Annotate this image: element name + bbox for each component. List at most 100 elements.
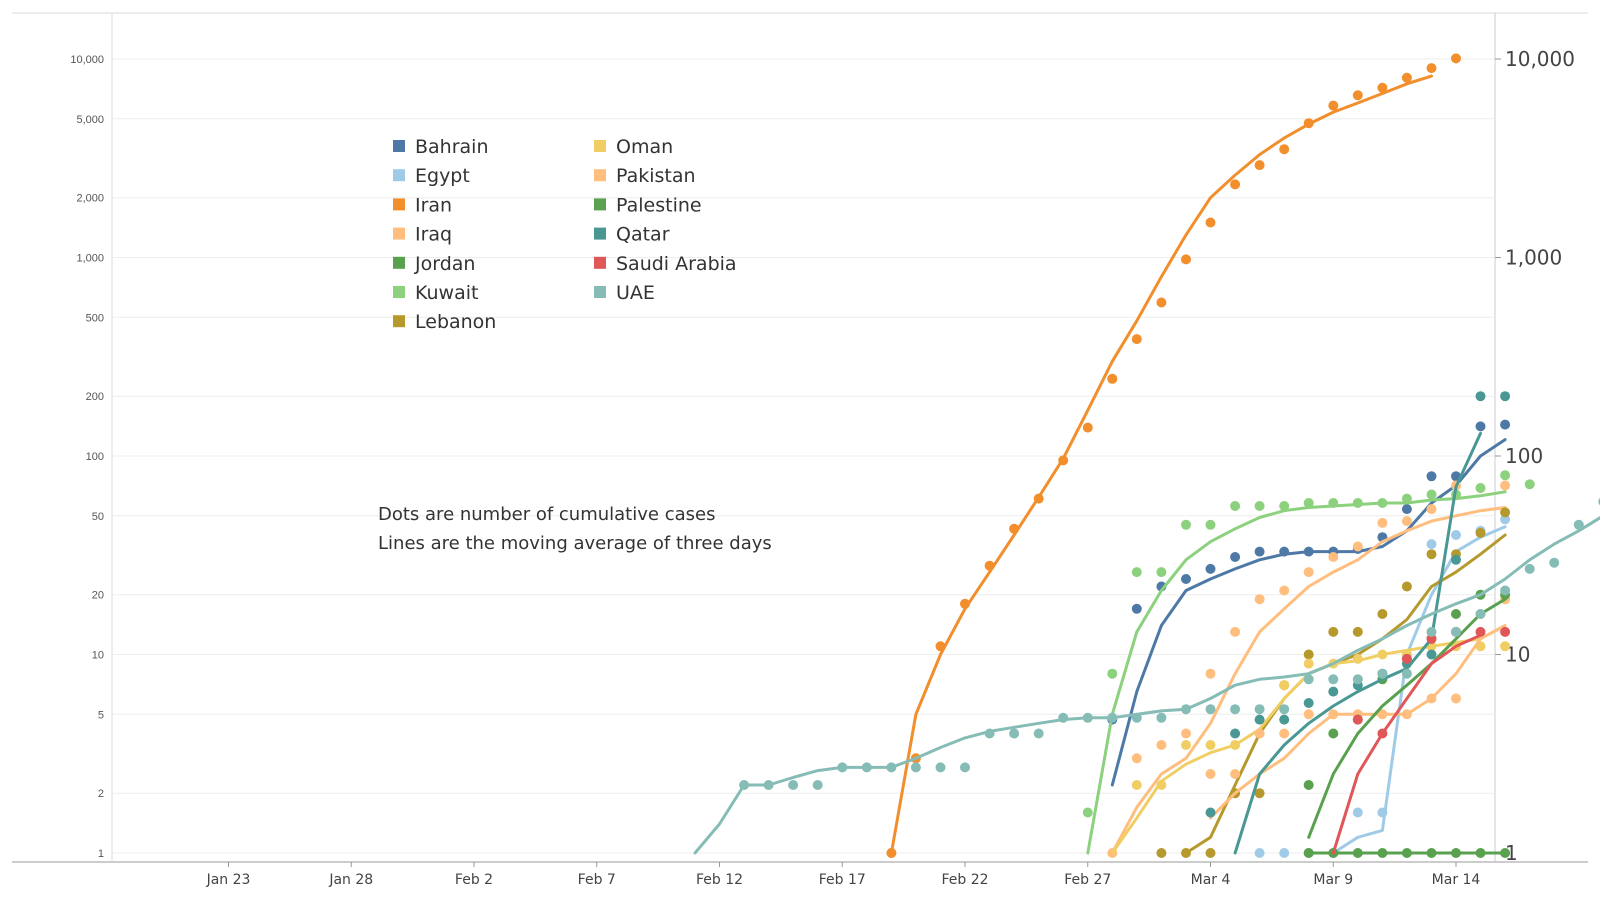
data-point [1205,807,1216,818]
data-point [1426,63,1437,74]
data-point [1156,297,1167,308]
data-point [1573,519,1584,530]
data-point [1131,753,1142,764]
data-point [763,780,774,790]
data-point [1033,493,1044,504]
moving-average-line [1307,597,1507,839]
y-right-tick-label: 1 [1505,841,1518,865]
data-point [1328,674,1339,685]
data-point [1131,334,1142,345]
data-point [1475,527,1486,538]
data-point [1401,504,1412,515]
data-point [1230,552,1241,562]
x-tick-label: Feb 17 [819,872,866,888]
data-point [1156,567,1167,578]
data-point [1230,728,1241,739]
legend-label: Kuwait [415,282,478,304]
data-point [1475,391,1486,402]
series-iran [886,53,1461,858]
data-point [1401,493,1412,504]
data-point [1181,848,1191,858]
data-point [1401,653,1412,664]
data-point [1500,626,1511,637]
data-point [910,762,921,773]
legend-swatch [393,286,405,298]
legend-label: Jordan [414,253,475,275]
data-point [1181,704,1191,715]
data-point [1279,704,1290,715]
data-point [1107,373,1118,384]
data-point [1328,100,1339,111]
legend-label: Palestine [616,194,702,216]
data-point [1451,554,1461,565]
data-point [1401,709,1412,720]
data-point [1033,728,1044,739]
data-point [812,780,823,790]
legend-swatch [393,140,405,152]
data-point [1279,501,1290,511]
data-point [1254,788,1265,799]
data-point [1254,160,1265,171]
data-point [1426,549,1437,560]
data-point [788,780,799,790]
legend-swatch [393,198,405,211]
data-point [1352,653,1363,664]
data-point [960,762,970,773]
data-point [1205,563,1216,574]
data-point [1401,848,1412,858]
data-point [1279,848,1290,858]
data-point [1451,848,1461,858]
data-point [1254,848,1265,858]
data-point [1500,419,1511,430]
series-uae [693,497,1600,855]
data-point [1426,649,1437,660]
data-point [1156,848,1167,858]
data-point [1303,848,1314,858]
data-point [1303,780,1314,790]
data-point [837,762,848,773]
data-point [1377,517,1388,528]
data-point [1426,504,1437,515]
data-point [1156,780,1167,790]
y-left-tick-label: 5,000 [76,114,104,126]
x-tick-label: Mar 14 [1432,872,1481,888]
legend-label: Iraq [415,224,452,246]
legend-label: Pakistan [616,165,696,187]
data-point [1181,574,1191,584]
moving-average-line [1307,525,1507,855]
data-point [1205,217,1216,228]
data-point [739,780,750,790]
series-saudi-arabia [1331,626,1511,855]
data-point [1107,668,1118,679]
data-point [1475,421,1486,432]
data-point [1107,712,1118,723]
moving-average-line [1233,431,1482,855]
data-point [1475,626,1486,637]
data-point [1426,693,1437,704]
x-tick-label: Jan 28 [328,872,373,888]
data-point [1401,581,1412,592]
annotation-line-1: Dots are number of cumulative cases [378,504,715,525]
data-point [1328,498,1339,508]
annotation-line-2: Lines are the moving average of three da… [378,533,772,554]
data-point [1279,714,1290,725]
data-point [1131,712,1142,723]
y-right-tick-label: 10,000 [1505,47,1575,71]
legend-swatch [594,227,606,240]
data-point [1352,90,1363,101]
data-point [1205,740,1216,750]
data-point [1279,144,1290,155]
data-point [1401,668,1412,679]
data-point [1303,118,1314,129]
data-point [1205,769,1216,779]
data-point [1475,609,1486,619]
moving-average-line [889,74,1433,855]
data-point [1131,780,1142,790]
series-kuwait [1082,470,1535,855]
x-tick-label: Mar 4 [1191,872,1231,888]
x-tick-label: Mar 9 [1313,872,1353,888]
gridlines [112,58,1495,854]
legend-label: Egypt [415,165,470,187]
data-point [1254,704,1265,715]
data-point [1352,807,1363,818]
